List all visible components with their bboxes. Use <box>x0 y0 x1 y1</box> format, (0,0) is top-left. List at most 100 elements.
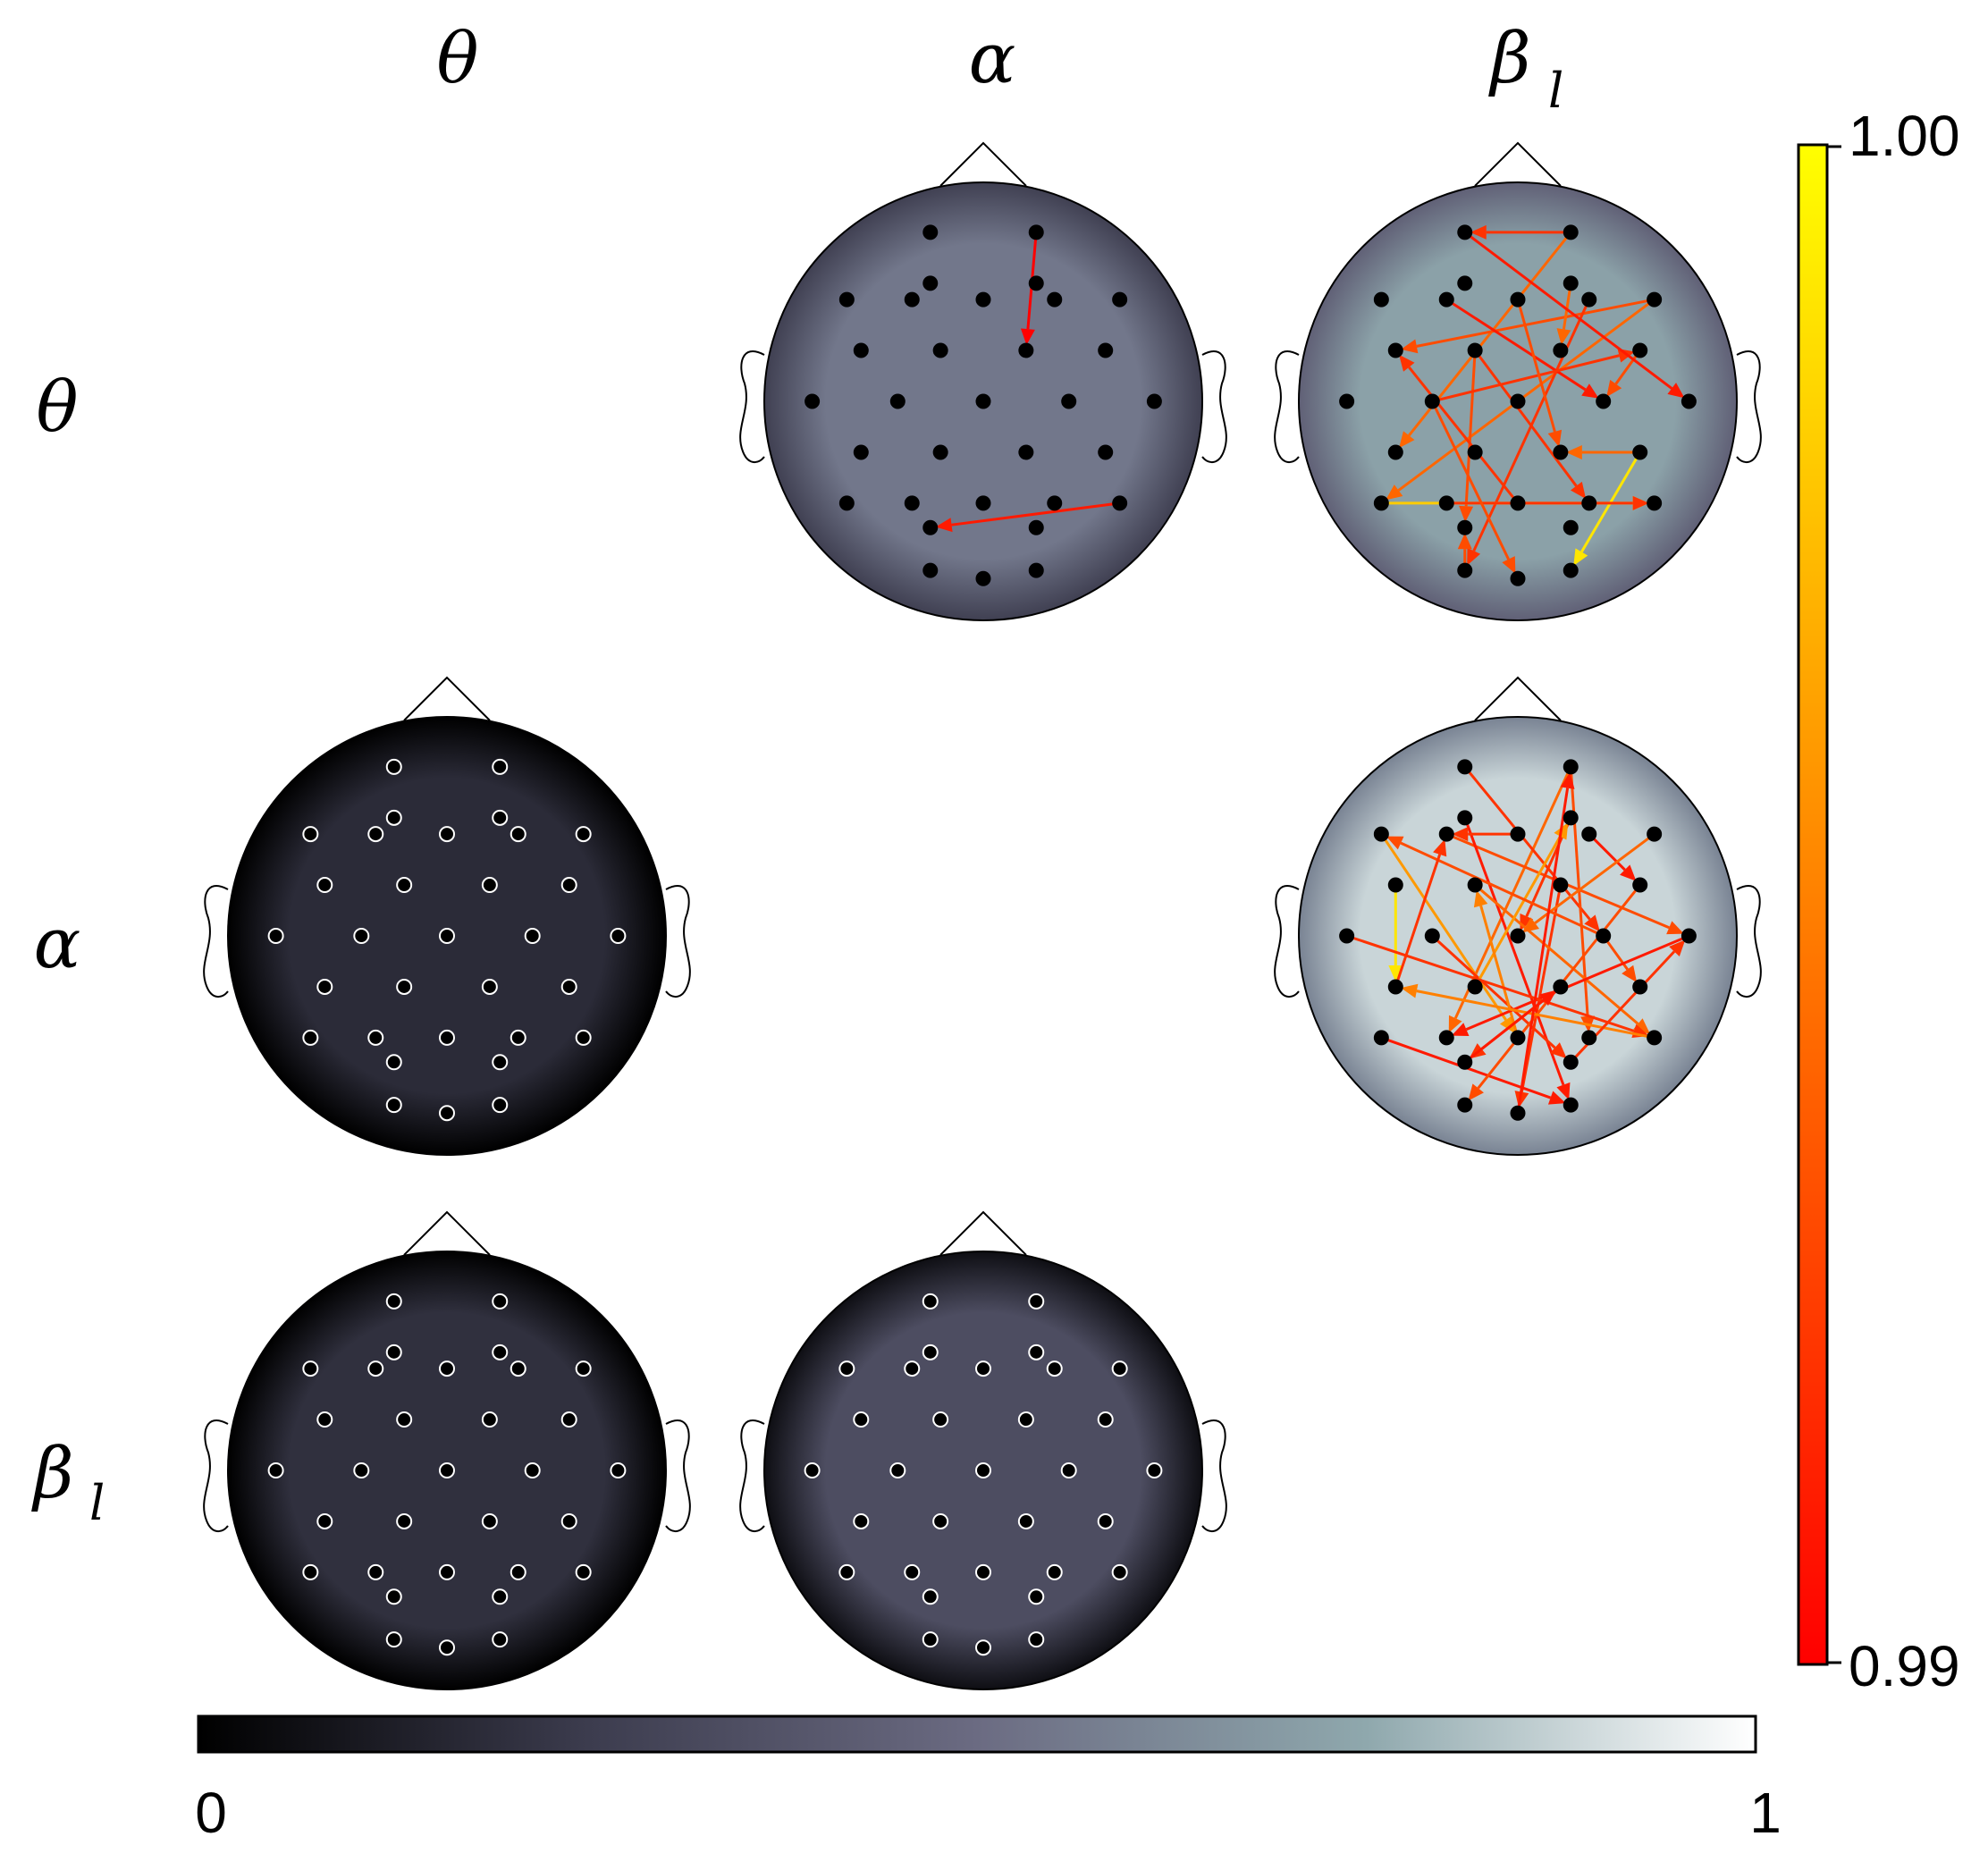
topoplot-0-2 <box>1274 141 1762 621</box>
electrode-dot <box>385 1344 402 1360</box>
electrode-dot <box>1596 928 1612 944</box>
col-header-alpha: α <box>969 19 1016 99</box>
electrode-dot <box>481 877 498 894</box>
nose-outline <box>939 141 1027 187</box>
electrode-dot <box>1028 1344 1045 1360</box>
electrode-dot <box>560 877 577 894</box>
nose-outline <box>403 676 491 721</box>
electrode-dot <box>1387 342 1403 358</box>
electrode-dot <box>385 1097 402 1114</box>
electrode-dot <box>560 1512 577 1529</box>
electrode-dot <box>1146 1462 1163 1478</box>
electrode-dot <box>492 809 509 826</box>
left-ear-outline <box>739 350 765 463</box>
electrode-dot <box>853 342 869 358</box>
electrode-dot <box>922 562 939 578</box>
horizontal-colorbar-min-label: 0 <box>195 1781 227 1845</box>
electrode-dot <box>1647 291 1663 307</box>
electrode-dot <box>492 1631 509 1648</box>
electrode-dot <box>385 758 402 775</box>
electrode-dot <box>1457 275 1473 291</box>
svg-text:β: β <box>30 1434 73 1514</box>
electrode-dot <box>1457 1097 1473 1113</box>
col-header-beta-l: β l <box>1487 19 1563 119</box>
electrode-dot <box>439 1105 455 1122</box>
electrode-dot <box>904 1563 921 1580</box>
electrode-dot <box>1098 444 1114 460</box>
electrode-dot <box>575 1563 592 1580</box>
connection-arrow-24 <box>1386 836 1605 938</box>
electrode-dot <box>267 1462 284 1478</box>
connection-arrow-4 <box>1556 282 1572 346</box>
left-ear-outline <box>1274 350 1300 463</box>
left-ear-outline <box>203 1419 229 1532</box>
electrode-dot <box>1028 1631 1045 1648</box>
electrode-dot <box>1581 826 1597 842</box>
electrode-dot <box>396 978 413 995</box>
connection-arrow-26 <box>1516 771 1575 1114</box>
electrode-dot <box>396 1411 413 1428</box>
electrode-dot <box>439 1029 455 1046</box>
electrode-dot <box>1681 928 1697 944</box>
electrode-dot <box>1028 275 1044 291</box>
electrode-dot <box>385 1631 402 1648</box>
electrode-dot <box>385 1588 402 1605</box>
electrode-dot <box>1457 562 1473 578</box>
electrode-dot <box>1146 393 1162 409</box>
electrode-dot <box>439 826 455 843</box>
electrode-dot <box>1457 224 1473 240</box>
electrode-dot <box>975 393 991 409</box>
electrode-dot <box>492 1054 509 1071</box>
right-ear-outline <box>1736 350 1762 463</box>
electrode-dot <box>1060 1462 1077 1478</box>
right-ear-outline <box>1736 885 1762 998</box>
right-ear-outline <box>665 885 691 998</box>
electrode-dot <box>1553 342 1569 358</box>
electrode-dot <box>838 1563 855 1580</box>
electrode-dot <box>481 1411 498 1428</box>
electrode-dot <box>853 1512 870 1529</box>
connection-arrow-15 <box>1399 354 1520 504</box>
electrode-dot <box>838 291 855 307</box>
row-header-beta-l: β l <box>30 1434 105 1531</box>
electrode-dot <box>492 1588 509 1605</box>
electrode-dot <box>1373 1030 1389 1046</box>
electrode-dot <box>316 978 333 995</box>
electrode-dot <box>904 1360 921 1377</box>
electrode-dot <box>353 928 370 944</box>
electrode-dot <box>1563 1054 1579 1070</box>
electrode-dot <box>1553 444 1569 460</box>
electrode-dot <box>1563 759 1579 775</box>
svg-text:β: β <box>1487 19 1530 99</box>
electrode-dot <box>385 1293 402 1310</box>
connection-arrow-1 <box>1380 833 1515 1033</box>
electrode-dot <box>1438 1030 1454 1046</box>
connection-arrow-8 <box>1459 350 1477 523</box>
electrode-dot <box>975 1462 991 1478</box>
electrode-dot <box>1457 519 1473 535</box>
connection-arrow-19 <box>1430 400 1516 574</box>
electrode-dot <box>804 1462 821 1478</box>
electrode-dot <box>1017 1512 1034 1529</box>
electrode-dot <box>610 1462 627 1478</box>
topoplot-panels <box>203 141 1762 1690</box>
electrode-dot <box>922 1588 939 1605</box>
electrode-dot <box>1028 224 1044 240</box>
horizontal-colorbar: 0 1 <box>195 1714 1782 1845</box>
nose-outline <box>403 1210 491 1256</box>
electrode-dot <box>1632 877 1648 893</box>
electrode-dot <box>367 1029 384 1046</box>
electrode-dot <box>1510 1030 1526 1046</box>
electrode-dot <box>1581 495 1597 511</box>
connection-arrow-3 <box>1401 298 1655 354</box>
electrode-dot <box>1632 979 1648 995</box>
electrode-dot <box>302 1563 319 1580</box>
electrode-dot <box>932 342 948 358</box>
electrode-dot <box>838 1360 855 1377</box>
electrode-dot <box>1510 291 1526 307</box>
electrode-dot <box>1061 393 1077 409</box>
electrode-dot <box>316 1512 333 1529</box>
electrode-dot <box>853 1411 870 1428</box>
electrode-dot <box>1438 826 1454 842</box>
electrode-dot <box>316 1411 333 1428</box>
